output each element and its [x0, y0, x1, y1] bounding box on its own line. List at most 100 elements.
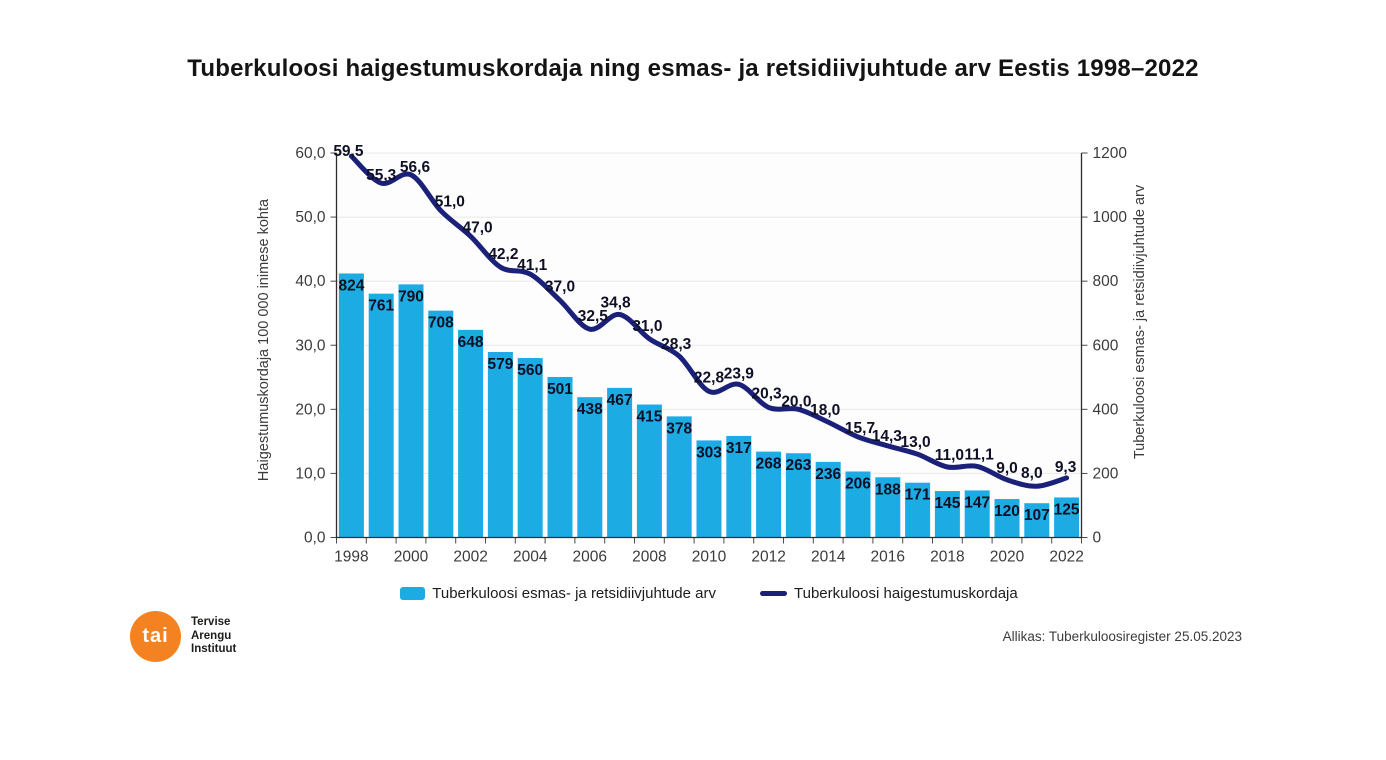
- bar-series-swatch-icon: [400, 587, 426, 600]
- line-label-2000: 56,6: [400, 159, 431, 176]
- rate-line: [348, 153, 1070, 489]
- right-axis-title: Tuberkuloosi esmas- ja retsidiivjuhtude …: [1132, 184, 1148, 459]
- left-tick-label: 40,0: [295, 273, 326, 290]
- bar-label-2019: 147: [964, 494, 990, 511]
- bar-label-2017: 171: [905, 487, 931, 504]
- line-label-2005: 37,0: [545, 278, 575, 295]
- line-label-2021: 8,0: [1021, 465, 1043, 482]
- bar-2004: [517, 358, 543, 538]
- line-label-2016: 14,3: [872, 428, 903, 445]
- line-series-swatch-icon: [760, 591, 787, 596]
- bar-2008: [636, 404, 662, 538]
- legend-label-rate: Tuberkuloosi haigestumuskordaja: [794, 585, 1018, 602]
- right-tick-label: 1000: [1093, 209, 1128, 226]
- bar-label-2005: 501: [547, 381, 573, 398]
- bar-label-2022: 125: [1054, 501, 1080, 518]
- legend-item-cases: Tuberkuloosi esmas- ja retsidiivjuhtude …: [400, 585, 716, 602]
- x-tick-label-2016: 2016: [871, 549, 905, 566]
- bar-label-2012: 268: [756, 456, 782, 473]
- x-tick-label-2010: 2010: [692, 549, 727, 566]
- line-label-2002: 47,0: [463, 219, 493, 236]
- legend: Tuberkuloosi esmas- ja retsidiivjuhtude …: [336, 585, 1082, 602]
- bar-1999: [368, 293, 394, 538]
- logo-line-3: Instituut: [191, 643, 237, 656]
- bar-label-2003: 579: [487, 356, 513, 373]
- bar-2005: [547, 376, 573, 538]
- x-tick-label-1998: 1998: [334, 549, 368, 566]
- bar-2021: [1024, 503, 1050, 538]
- source-note: Allikas: Tuberkuloosiregister 25.05.2023: [1002, 629, 1242, 644]
- bar-2020: [994, 499, 1020, 538]
- bar-label-2002: 648: [458, 334, 484, 351]
- line-label-2015: 15,7: [845, 420, 875, 437]
- left-tick-label: 60,0: [295, 145, 326, 162]
- line-label-2022: 9,3: [1055, 459, 1077, 476]
- line-label-2008: 31,0: [632, 318, 662, 335]
- bar-2002: [458, 329, 484, 538]
- bar-2022: [1054, 497, 1080, 538]
- bar-2010: [696, 440, 722, 538]
- line-label-1999: 55,3: [366, 167, 397, 184]
- bar-label-1998: 824: [338, 277, 364, 294]
- right-tick-label: 0: [1093, 530, 1102, 547]
- bar-2000: [398, 284, 424, 538]
- bar-label-2020: 120: [994, 503, 1020, 520]
- x-tick-label-2022: 2022: [1049, 549, 1083, 566]
- bar-label-2000: 790: [398, 288, 424, 305]
- bar-label-2015: 206: [845, 475, 871, 492]
- line-label-2011: 23,9: [724, 365, 755, 382]
- bar-label-2021: 107: [1024, 507, 1050, 524]
- bar-2001: [428, 310, 454, 538]
- bar-2006: [577, 397, 603, 538]
- right-tick-label: 200: [1093, 465, 1119, 482]
- line-label-1998: 59,5: [333, 143, 364, 160]
- x-tick-label-2002: 2002: [453, 549, 487, 566]
- line-label-2013: 20,0: [781, 393, 811, 410]
- line-label-2009: 28,3: [661, 336, 692, 353]
- right-tick-label: 600: [1093, 337, 1119, 354]
- bar-label-2011: 317: [726, 440, 752, 457]
- x-tick-label-2000: 2000: [394, 549, 429, 566]
- left-tick-label: 30,0: [295, 337, 326, 354]
- line-label-2014: 18,0: [810, 402, 840, 419]
- line-label-2006: 32,5: [578, 308, 609, 325]
- bar-2003: [487, 351, 513, 538]
- bar-2012: [756, 451, 782, 538]
- bar-2014: [815, 461, 841, 538]
- line-label-2017: 13,0: [901, 434, 931, 451]
- legend-label-cases: Tuberkuloosi esmas- ja retsidiivjuhtude …: [432, 585, 716, 602]
- bar-label-2018: 145: [934, 495, 960, 512]
- bar-1998: [338, 273, 364, 538]
- right-tick-label: 800: [1093, 273, 1119, 290]
- tai-logo: tai Tervise Arengu Instituut: [130, 611, 236, 662]
- left-tick-label: 20,0: [295, 401, 326, 418]
- line-label-2019: 11,1: [965, 446, 995, 463]
- line-label-2001: 51,0: [435, 194, 465, 211]
- bar-label-2008: 415: [636, 409, 662, 426]
- chart-title: Tuberkuloosi haigestumuskordaja ning esm…: [187, 55, 1199, 82]
- right-tick-label: 1200: [1093, 145, 1128, 162]
- legend-item-rate: Tuberkuloosi haigestumuskordaja: [760, 585, 1018, 602]
- left-tick-label: 10,0: [295, 465, 326, 482]
- bar-2011: [726, 435, 752, 538]
- logo-line-2: Arengu: [191, 629, 232, 642]
- x-tick-label-2008: 2008: [632, 549, 666, 566]
- line-label-2003: 42,2: [488, 246, 518, 263]
- x-tick-label-2018: 2018: [930, 549, 964, 566]
- bar-label-2013: 263: [785, 457, 811, 474]
- bar-2013: [785, 453, 811, 538]
- right-tick-label: 400: [1093, 401, 1119, 418]
- bar-2015: [845, 471, 871, 538]
- x-tick-label-2020: 2020: [990, 549, 1025, 566]
- bar-2009: [666, 416, 692, 538]
- bar-label-2001: 708: [428, 315, 454, 332]
- tai-logo-circle-icon: tai: [130, 611, 181, 662]
- line-label-2020: 9,0: [996, 460, 1018, 477]
- left-tick-label: 0,0: [304, 530, 326, 547]
- bar-label-2004: 560: [517, 362, 543, 379]
- bar-2019: [964, 490, 990, 538]
- bar-label-1999: 761: [368, 298, 394, 315]
- bar-2017: [905, 482, 931, 538]
- tai-logo-text: Tervise Arengu Instituut: [191, 616, 236, 657]
